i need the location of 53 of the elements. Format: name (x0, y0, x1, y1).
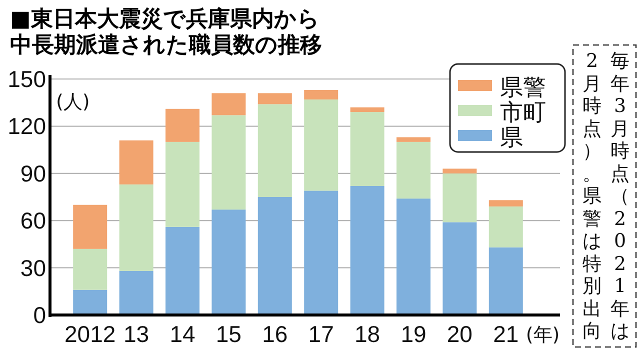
bar (396, 198, 430, 315)
bar (304, 99, 338, 191)
bar (258, 197, 292, 315)
x-tick-label: 17 (308, 321, 334, 347)
y-tick-label: 0 (33, 302, 46, 328)
legend-label: 県警 (500, 75, 546, 101)
bar (73, 290, 108, 315)
bar (488, 200, 523, 206)
y-axis-title: (人) (56, 91, 90, 113)
x-tick-label: 18 (354, 321, 380, 347)
bar (350, 112, 384, 186)
x-tick-label: 13 (124, 321, 150, 347)
bar (119, 140, 154, 184)
y-tick-label: 60 (20, 208, 46, 234)
bar (166, 108, 200, 142)
bar (73, 204, 108, 249)
bar (212, 93, 246, 116)
bar (442, 173, 477, 222)
bar (212, 210, 246, 315)
chart-title: ■東日本大震災で兵庫県内から中長期派遣された職員数の推移 (10, 6, 322, 58)
x-tick-label: 14 (170, 321, 196, 347)
text: 毎年3月時点（2021年は2月時点）。県警は特別出向 (582, 50, 630, 342)
bar (350, 107, 384, 112)
bar (304, 190, 338, 315)
bar (258, 93, 292, 104)
bar (350, 186, 384, 315)
bar (73, 248, 108, 290)
bar (166, 142, 200, 227)
y-tick-label: 150 (8, 66, 46, 92)
legend-label: 県 (500, 125, 523, 151)
bar (396, 137, 430, 142)
x-tick-label: 2012 (64, 321, 116, 347)
bar (396, 142, 430, 199)
bar (166, 226, 200, 315)
x-tick-label: 15 (216, 321, 242, 347)
y-tick-label: 120 (8, 113, 46, 140)
y-tick-label: 90 (20, 160, 46, 186)
x-tick-label: 20 (446, 321, 472, 347)
bar (488, 247, 523, 315)
bar (119, 184, 154, 271)
x-axis-title: (年) (526, 324, 560, 346)
bar (258, 104, 292, 197)
x-tick-label: 21 (493, 321, 519, 347)
bar (304, 90, 338, 100)
x-tick-label: 16 (262, 321, 288, 347)
x-tick-label: 19 (400, 321, 426, 347)
legend-label: 市町 (500, 100, 546, 126)
y-tick-label: 30 (20, 254, 46, 281)
bar (442, 168, 477, 174)
bar (442, 222, 477, 315)
bar (119, 270, 154, 315)
bar (488, 206, 523, 248)
bar (212, 115, 246, 210)
